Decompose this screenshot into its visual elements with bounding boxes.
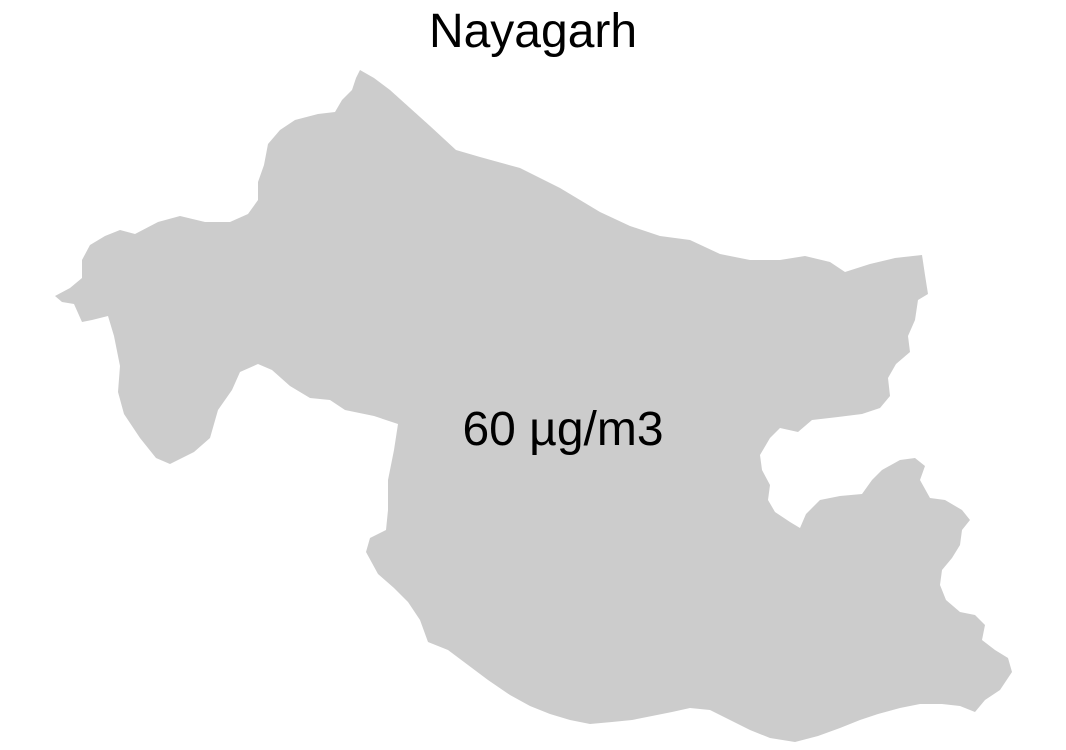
district-boundary-nayagarh [55,70,1012,742]
map-title: Nayagarh [428,5,638,58]
pollution-value-label: 60 µg/m3 [462,403,664,456]
